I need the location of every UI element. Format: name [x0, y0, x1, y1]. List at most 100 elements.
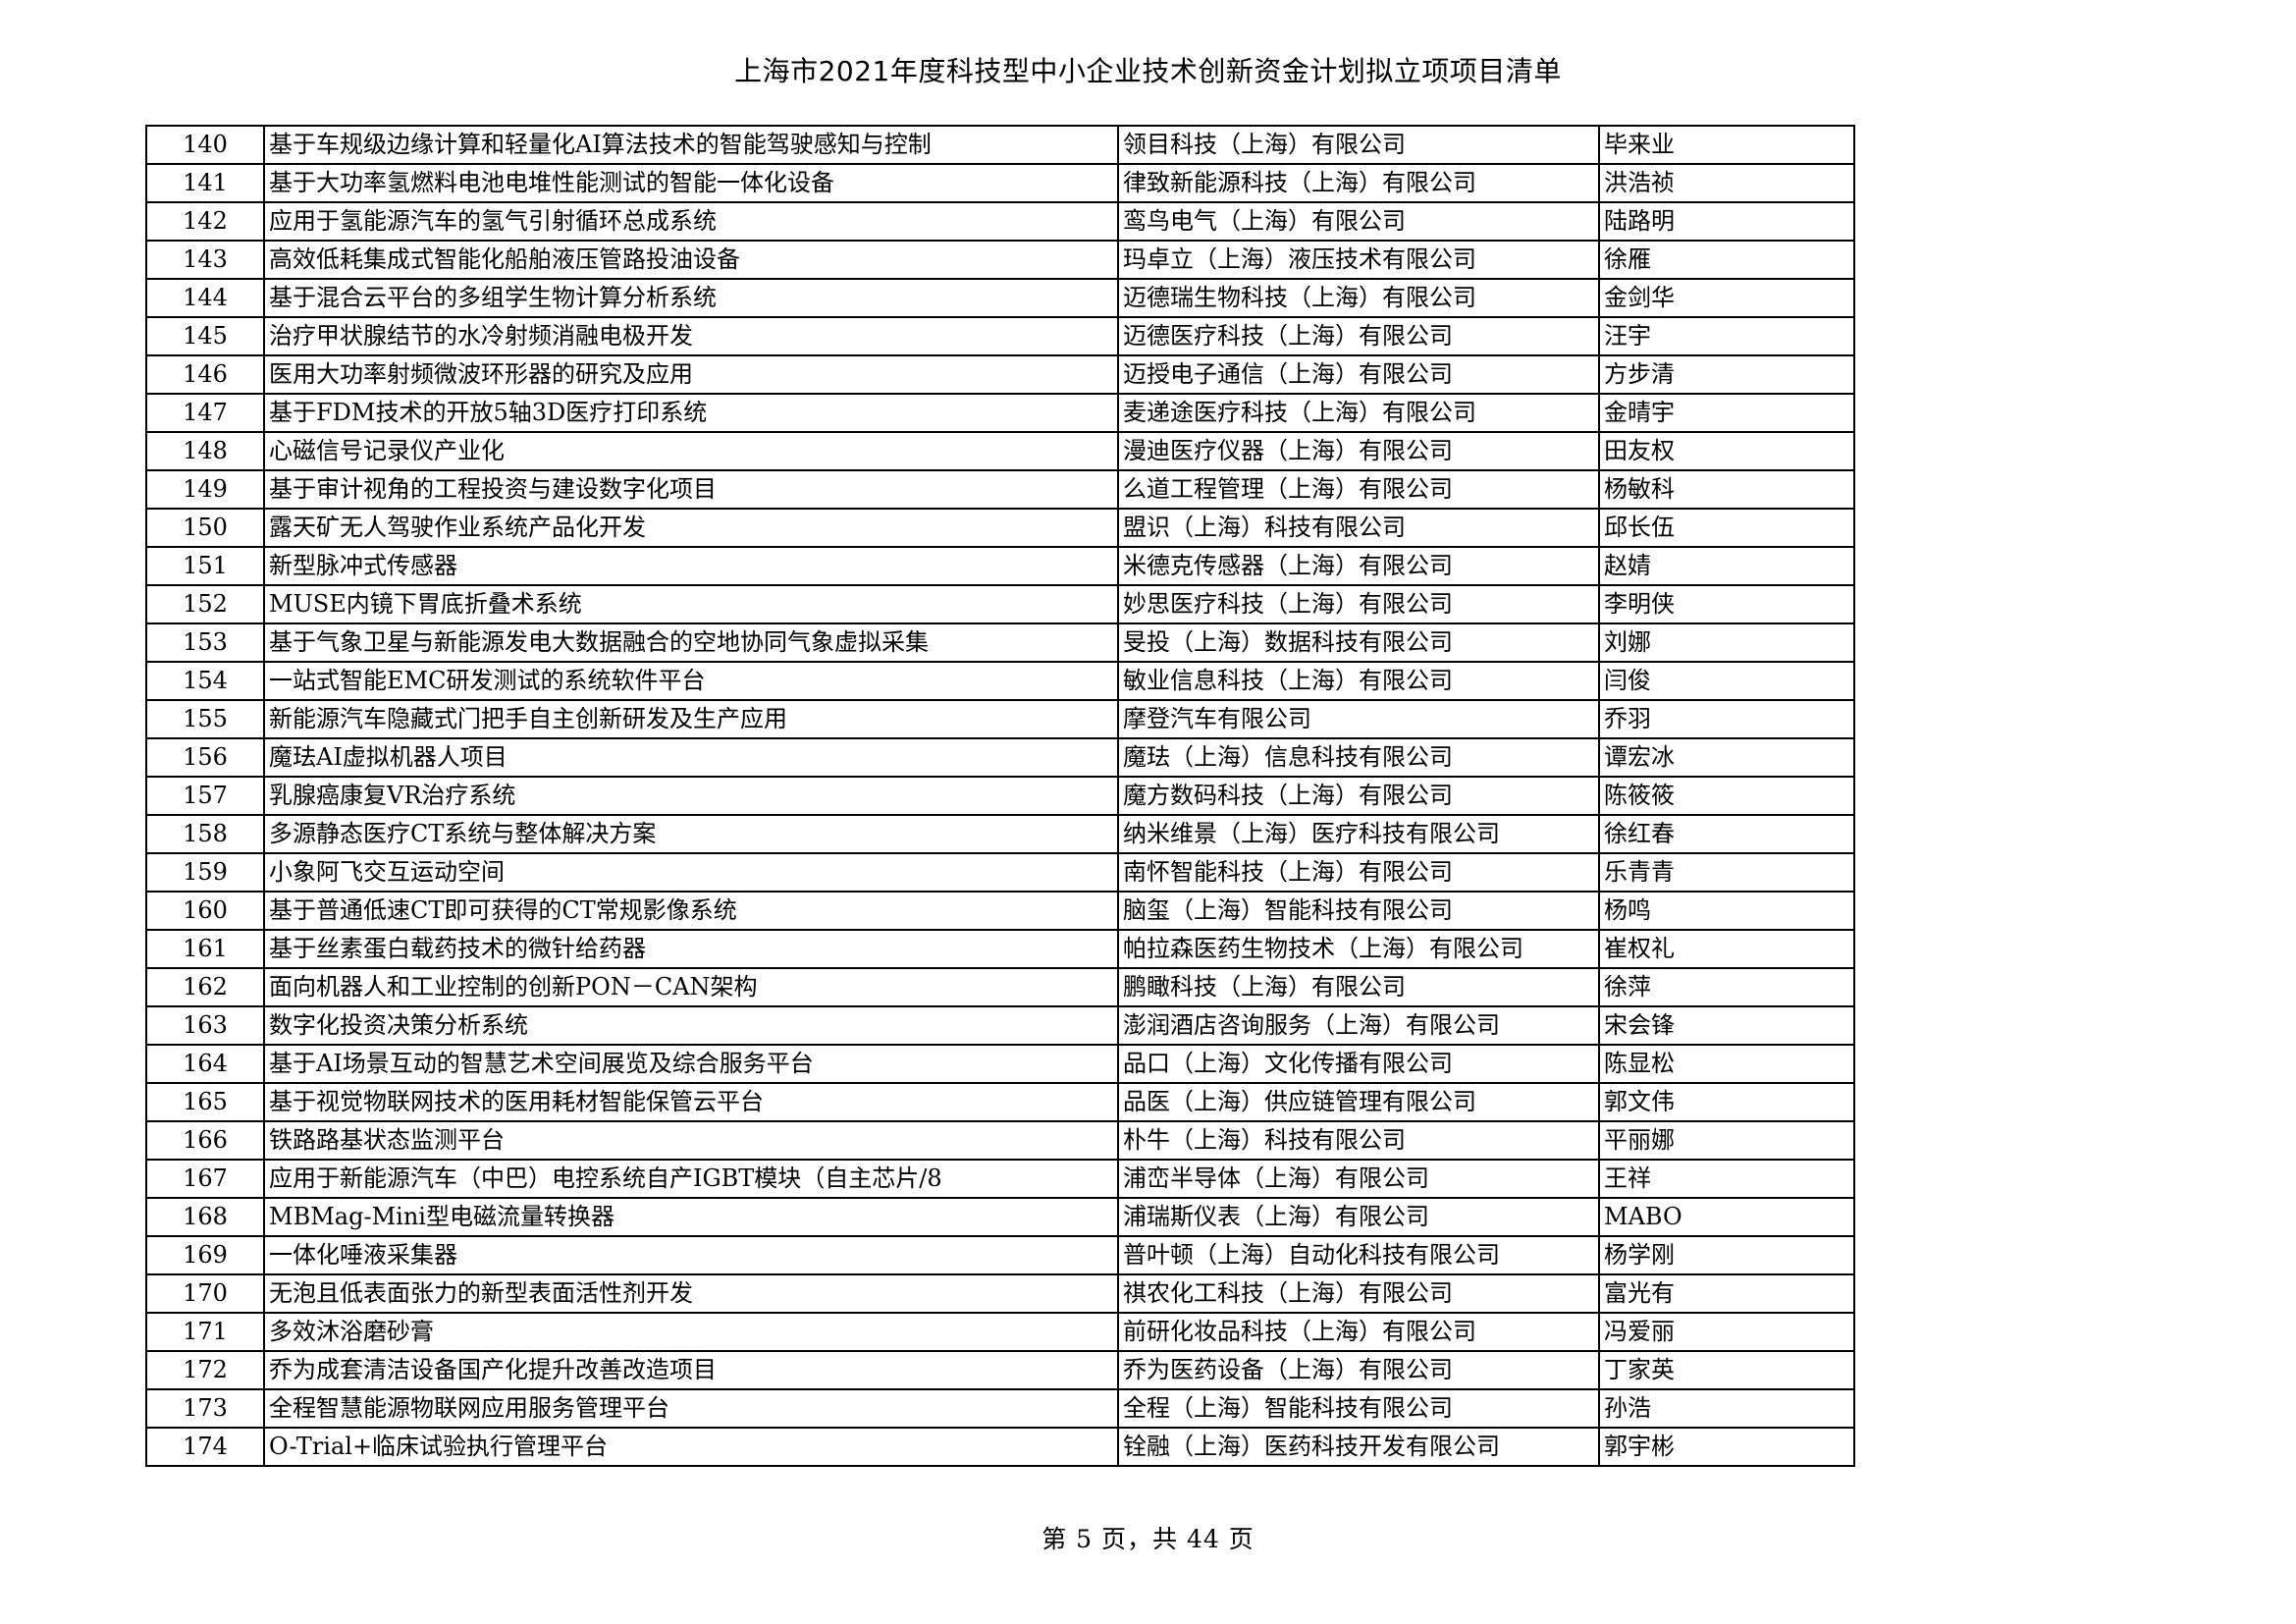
row-company-cell: 鸾鸟电气（上海）有限公司 [1117, 200, 1600, 242]
row-person-cell: 徐红春 [1598, 813, 1855, 854]
row-person-cell: 汪宇 [1598, 315, 1855, 356]
row-person-cell: 丁家英 [1598, 1349, 1855, 1390]
row-index-cell: 147 [145, 392, 265, 433]
row-company-cell: 铨融（上海）医药科技开发有限公司 [1117, 1426, 1600, 1467]
row-company-cell: 澎润酒店咨询服务（上海）有限公司 [1117, 1004, 1600, 1046]
table-row: 165 基于视觉物联网技术的医用耗材智能保管云平台 品医（上海）供应链管理有限公司郭… [145, 1081, 1855, 1122]
row-person-cell: 陈筱筱 [1598, 775, 1855, 816]
row-project-cell: 魔珐AI虚拟机器人项目 [263, 736, 1119, 778]
row-company-cell: 迈德瑞生物科技（上海）有限公司 [1117, 277, 1600, 318]
table-row: 149 基于审计视角的工程投资与建设数字化项目 么道工程管理（上海）有限公司 杨敏科 [145, 468, 1855, 510]
row-company-cell: 摩登汽车有限公司 [1117, 698, 1600, 739]
row-project-cell: 基于车规级边缘计算和轻量化AI算法技术的智能驾驶感知与控制 [263, 124, 1119, 165]
row-project-cell: MBMag-Mini型电磁流量转换器 [263, 1196, 1119, 1237]
row-company-cell: 前研化妆品科技（上海）有限公司 [1117, 1311, 1600, 1352]
row-company-cell: 脑玺（上海）智能科技有限公司 [1117, 890, 1600, 931]
row-person-cell: 王祥 [1598, 1158, 1855, 1199]
row-index-cell: 140 [145, 124, 265, 165]
row-index-cell: 168 [145, 1196, 265, 1237]
row-company-cell: 全程（上海）智能科技有限公司 [1117, 1387, 1600, 1429]
row-company-cell: 纳米维景（上海）医疗科技有限公司 [1117, 813, 1600, 854]
row-company-cell: 米德克传感器（上海）有限公司 [1117, 545, 1600, 586]
table-body: 140 基于车规级边缘计算和轻量化AI算法技术的智能驾驶感知与控制 领目科技（上海）… [145, 124, 1855, 1467]
table-row: 158 多源静态医疗CT系统与整体解决方案 纳米维景（上海）医疗科技有限公司 徐红春 [145, 813, 1855, 854]
row-person-cell: 金晴宇 [1598, 392, 1855, 433]
row-index-cell: 172 [145, 1349, 265, 1390]
row-person-cell: 方步清 [1598, 353, 1855, 395]
table-row: 145 治疗甲状腺结节的水冷射频消融电极开发 迈德医疗科技（上海）有限公司 汪宇 [145, 315, 1855, 356]
row-person-cell: 杨敏科 [1598, 468, 1855, 510]
row-person-cell: 宋会锋 [1598, 1004, 1855, 1046]
row-project-cell: 乔为成套清洁设备国产化提升改善改造项目 [263, 1349, 1119, 1390]
row-person-cell: 陈显松 [1598, 1043, 1855, 1084]
row-company-cell: 旻投（上海）数据科技有限公司 [1117, 622, 1600, 663]
row-person-cell: 崔权礼 [1598, 928, 1855, 969]
row-index-cell: 162 [145, 966, 265, 1007]
row-person-cell: 毕来业 [1598, 124, 1855, 165]
row-person-cell: 赵婧 [1598, 545, 1855, 586]
row-project-cell: 基于丝素蛋白载药技术的微针给药器 [263, 928, 1119, 969]
table-row: 169 一体化唾液采集器 普叶顿（上海）自动化科技有限公司 杨学刚 [145, 1234, 1855, 1275]
table-row: 170 无泡且低表面张力的新型表面活性剂开发 祺农化工科技（上海）有限公司 富光有 [145, 1272, 1855, 1314]
row-index-cell: 149 [145, 468, 265, 510]
row-project-cell: 应用于氢能源汽车的氢气引射循环总成系统 [263, 200, 1119, 242]
row-project-cell: O-Trial+临床试验执行管理平台 [263, 1426, 1119, 1467]
row-company-cell: 品医（上海）供应链管理有限公司 [1117, 1081, 1600, 1122]
table-row: 155 新能源汽车隐藏式门把手自主创新研发及生产应用 摩登汽车有限公司 乔羽 [145, 698, 1855, 739]
table-row: 162 面向机器人和工业控制的创新PON－CAN架构 鹏瞰科技（上海）有限公司 徐萍 [145, 966, 1855, 1007]
table-row: 141 基于大功率氢燃料电池电堆性能测试的智能一体化设备 律致新能源科技（上海）有限… [145, 162, 1855, 203]
row-person-cell: 杨鸣 [1598, 890, 1855, 931]
row-index-cell: 167 [145, 1158, 265, 1199]
row-project-cell: 基于FDM技术的开放5轴3D医疗打印系统 [263, 392, 1119, 433]
row-company-cell: 迈授电子通信（上海）有限公司 [1117, 353, 1600, 395]
row-company-cell: 迈德医疗科技（上海）有限公司 [1117, 315, 1600, 356]
row-project-cell: 一站式智能EMC研发测试的系统软件平台 [263, 660, 1119, 701]
table-row: 174 O-Trial+临床试验执行管理平台 铨融（上海）医药科技开发有限公司 郭宇彬 [145, 1426, 1855, 1467]
row-index-cell: 159 [145, 851, 265, 893]
row-company-cell: 盟识（上海）科技有限公司 [1117, 507, 1600, 548]
row-project-cell: 铁路路基状态监测平台 [263, 1119, 1119, 1161]
row-project-cell: 多效沐浴磨砂膏 [263, 1311, 1119, 1352]
row-project-cell: 无泡且低表面张力的新型表面活性剂开发 [263, 1272, 1119, 1314]
row-project-cell: 基于气象卫星与新能源发电大数据融合的空地协同气象虚拟采集 [263, 622, 1119, 663]
table-row: 148 心磁信号记录仪产业化 漫迪医疗仪器（上海）有限公司 田友权 [145, 430, 1855, 471]
row-project-cell: 基于混合云平台的多组学生物计算分析系统 [263, 277, 1119, 318]
row-index-cell: 160 [145, 890, 265, 931]
row-company-cell: 魔珐（上海）信息科技有限公司 [1117, 736, 1600, 778]
row-person-cell: 李明侠 [1598, 583, 1855, 624]
row-index-cell: 156 [145, 736, 265, 778]
row-company-cell: 帕拉森医药生物技术（上海）有限公司 [1117, 928, 1600, 969]
table-row: 166 铁路路基状态监测平台 朴牛（上海）科技有限公司 平丽娜 [145, 1119, 1855, 1161]
row-company-cell: 南怀智能科技（上海）有限公司 [1117, 851, 1600, 893]
row-project-cell: 应用于新能源汽车（中巴）电控系统自产IGBT模块（自主芯片/8 [263, 1158, 1119, 1199]
table-row: 167 应用于新能源汽车（中巴）电控系统自产IGBT模块（自主芯片/8 浦峦半导体（… [145, 1158, 1855, 1199]
row-project-cell: 基于大功率氢燃料电池电堆性能测试的智能一体化设备 [263, 162, 1119, 203]
row-person-cell: 田友权 [1598, 430, 1855, 471]
row-project-cell: 面向机器人和工业控制的创新PON－CAN架构 [263, 966, 1119, 1007]
row-company-cell: 律致新能源科技（上海）有限公司 [1117, 162, 1600, 203]
row-company-cell: 领目科技（上海）有限公司 [1117, 124, 1600, 165]
row-index-cell: 166 [145, 1119, 265, 1161]
row-index-cell: 154 [145, 660, 265, 701]
row-index-cell: 171 [145, 1311, 265, 1352]
row-project-cell: 基于普通低速CT即可获得的CT常规影像系统 [263, 890, 1119, 931]
project-listing-table: 140 基于车规级边缘计算和轻量化AI算法技术的智能驾驶感知与控制 领目科技（上海）… [145, 124, 1855, 1467]
row-person-cell: 洪浩祯 [1598, 162, 1855, 203]
row-person-cell: 陆路明 [1598, 200, 1855, 242]
row-project-cell: 治疗甲状腺结节的水冷射频消融电极开发 [263, 315, 1119, 356]
table-row: 147 基于FDM技术的开放5轴3D医疗打印系统 麦递途医疗科技（上海）有限公司 金晴… [145, 392, 1855, 433]
row-person-cell: 郭宇彬 [1598, 1426, 1855, 1467]
table-row: 156 魔珐AI虚拟机器人项目 魔珐（上海）信息科技有限公司 谭宏冰 [145, 736, 1855, 778]
row-index-cell: 163 [145, 1004, 265, 1046]
page-title: 上海市2021年度科技型中小企业技术创新资金计划拟立项项目清单 [734, 55, 1562, 87]
row-index-cell: 150 [145, 507, 265, 548]
table-row: 144 基于混合云平台的多组学生物计算分析系统 迈德瑞生物科技（上海）有限公司 金剑华 [145, 277, 1855, 318]
row-company-cell: 朴牛（上海）科技有限公司 [1117, 1119, 1600, 1161]
row-company-cell: 么道工程管理（上海）有限公司 [1117, 468, 1600, 510]
row-person-cell: 郭文伟 [1598, 1081, 1855, 1122]
row-person-cell: 乔羽 [1598, 698, 1855, 739]
row-company-cell: 魔方数码科技（上海）有限公司 [1117, 775, 1600, 816]
table-row: 160 基于普通低速CT即可获得的CT常规影像系统 脑玺（上海）智能科技有限公司 杨鸣 [145, 890, 1855, 931]
table-row: 143 高效低耗集成式智能化船舶液压管路投油设备 玛卓立（上海）液压技术有限公司 徐雁 [145, 239, 1855, 280]
